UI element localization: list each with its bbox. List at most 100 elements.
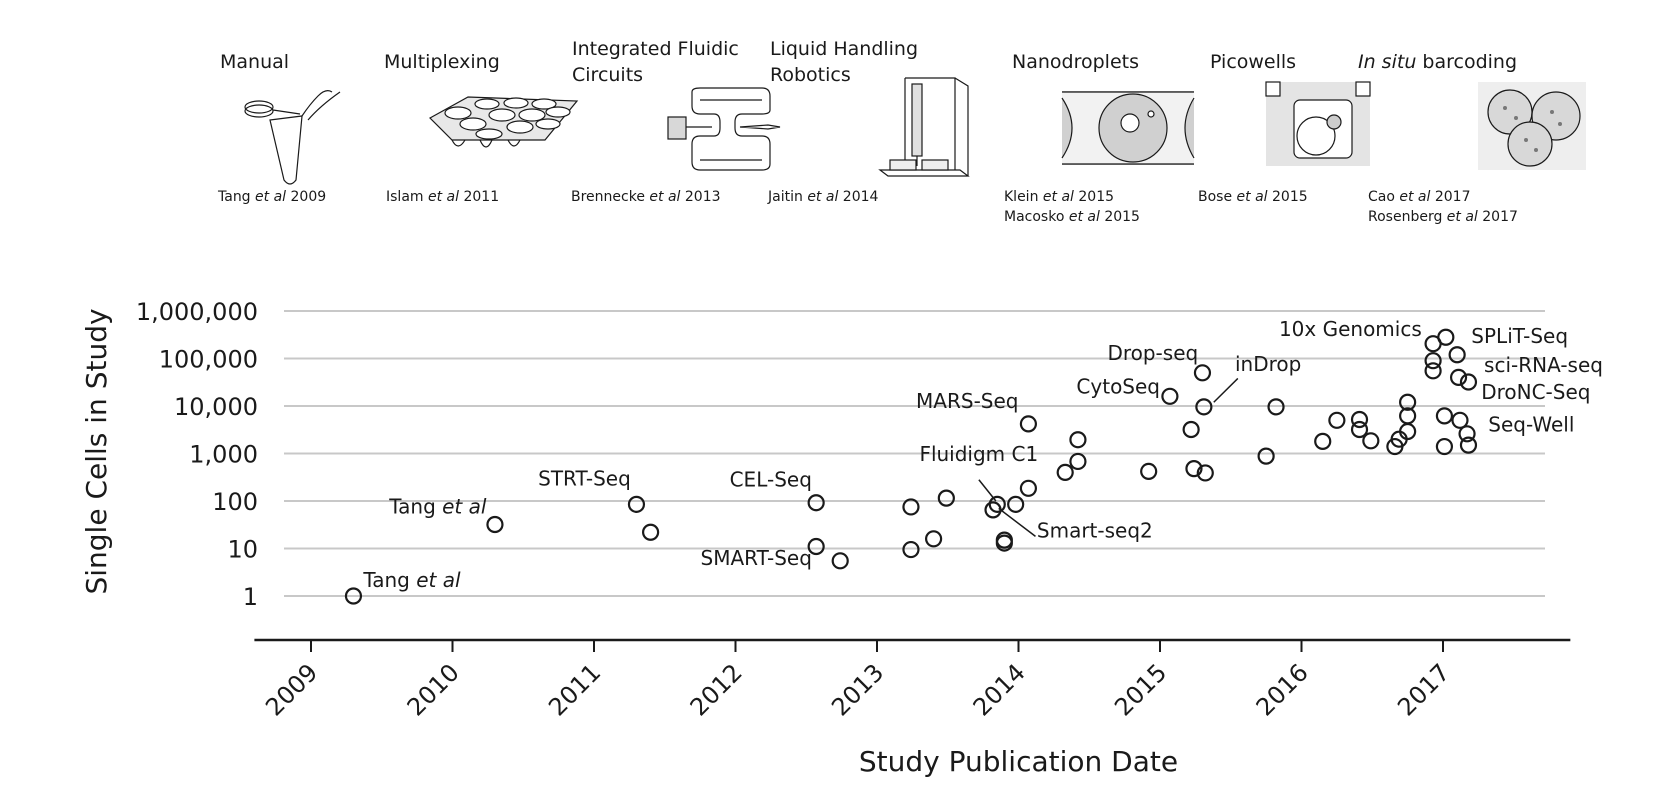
x-axis-title: Study Publication Date (859, 745, 1178, 778)
y-tick-label: 100 (212, 488, 258, 516)
panel-multiplexing: Multiplexing Islam et al 2011 (384, 51, 500, 205)
point-annotation: SPLiT-Seq (1471, 324, 1568, 348)
text-run: Brennecke (571, 189, 649, 205)
panel-citation: Klein et al 2015 (1004, 189, 1114, 205)
x-tick-label: 2014 (968, 658, 1031, 721)
text-run: 2014 (838, 189, 878, 205)
data-point (1193, 364, 1212, 382)
y-tick-label: 100,000 (159, 346, 258, 374)
y-tick-label: 1,000,000 (136, 298, 258, 326)
data-point (924, 530, 943, 548)
text-run: barcoding (1416, 51, 1517, 73)
text-run: Macosko (1004, 209, 1069, 225)
robotics-illustration (878, 77, 970, 177)
panel-title: Circuits (572, 64, 643, 86)
text-run: 2013 (680, 189, 720, 205)
text-run: et al (1043, 189, 1074, 205)
point-annotation: SMART-Seq (701, 546, 812, 570)
y-tick-label: 10 (227, 536, 258, 564)
text-run: Jaitin (767, 189, 807, 205)
x-tick-label: 2012 (685, 658, 748, 721)
data-point (1424, 352, 1442, 370)
panel-citation: Brennecke et al 2013 (571, 189, 721, 205)
panel-title: Liquid Handling (770, 38, 918, 60)
text-run: et al (255, 189, 286, 205)
panel-citation: Macosko et al 2015 (1004, 209, 1140, 225)
ifc-chip-illustration (667, 87, 781, 171)
data-point (902, 498, 920, 516)
data-point (1019, 415, 1038, 433)
data-point (995, 531, 1013, 549)
x-tick-label: 2017 (1392, 658, 1455, 721)
text-run: 10x Genomics (1279, 317, 1422, 341)
manual-tube-illustration (244, 90, 341, 185)
panel-picowells: Picowells Bose et al 2015 (1198, 51, 1308, 205)
data-point (344, 587, 363, 605)
data-point (1195, 398, 1213, 416)
text-run: et al (416, 568, 461, 592)
data-point (1435, 407, 1454, 425)
point-annotation: Drop-seq (1107, 341, 1198, 365)
y-tick-label: 1,000 (189, 441, 258, 469)
data-point (1459, 436, 1478, 454)
data-point (1458, 425, 1476, 443)
text-run: et al (442, 494, 487, 518)
data-point (1140, 462, 1158, 480)
text-run: Drop-seq (1107, 341, 1198, 365)
data-point (1424, 362, 1442, 380)
x-tick-label: 2009 (260, 658, 323, 721)
panel-citation: Cao et al 2017 (1368, 189, 1471, 205)
text-run: SMART-Seq (701, 546, 812, 570)
data-point (831, 552, 849, 570)
text-run: inDrop (1235, 352, 1301, 376)
text-run: DroNC-Seq (1481, 380, 1590, 404)
point-annotation: sci-RNA-seq (1484, 353, 1603, 377)
text-run: MARS-Seq (916, 389, 1018, 413)
text-run: CEL-Seq (730, 468, 812, 492)
panel-insitu: In situ barcoding Cao et al 2017 Rosenberg… (1358, 51, 1518, 225)
panel-citation: Bose et al 2015 (1198, 189, 1308, 205)
panel-title: Multiplexing (384, 51, 500, 73)
point-annotation: Seq-Well (1488, 413, 1574, 437)
point-annotation: Smart-seq2 (1037, 519, 1153, 543)
data-point (1459, 373, 1478, 391)
data-point (1448, 346, 1466, 364)
point-annotation: CEL-Seq (730, 468, 812, 492)
data-point (1362, 432, 1380, 450)
panel-citation: Rosenberg et al 2017 (1368, 209, 1518, 225)
x-tick-label: 2011 (543, 658, 606, 721)
data-point (937, 489, 955, 507)
data-point (1437, 328, 1455, 346)
text-run: Seq-Well (1488, 413, 1574, 437)
data-point (1350, 420, 1369, 439)
text-run: Tang (388, 494, 442, 518)
data-point (1399, 407, 1417, 425)
data-point (641, 523, 660, 541)
text-run: 2015 (1074, 189, 1114, 205)
multiplexing-plate-illustration (429, 96, 579, 148)
data-point (1182, 420, 1200, 439)
panel-citation: Tang et al 2009 (217, 189, 326, 205)
data-point (486, 515, 504, 534)
leader-line (998, 507, 1036, 537)
x-tick-label: 2015 (1109, 658, 1172, 721)
nanodroplet-illustration (1061, 91, 1195, 165)
data-point (1451, 411, 1469, 429)
data-point (1449, 368, 1468, 387)
data-point (988, 495, 1006, 513)
text-run: sci-RNA-seq (1484, 353, 1603, 377)
panel-title: Robotics (770, 64, 851, 86)
text-run: Islam (386, 189, 428, 205)
text-run: 2009 (286, 189, 326, 205)
panel-title: In situ barcoding (1358, 51, 1517, 73)
data-point (1056, 463, 1074, 482)
point-annotation: inDrop (1235, 352, 1301, 376)
text-run: 2017 (1430, 189, 1470, 205)
text-run: Cao (1368, 189, 1399, 205)
data-point (807, 494, 825, 512)
data-point (1257, 447, 1275, 465)
point-annotation: 10x Genomics (1279, 317, 1422, 341)
text-run: et al (428, 189, 459, 205)
data-point (1399, 393, 1417, 411)
picowell-illustration (1265, 81, 1371, 166)
